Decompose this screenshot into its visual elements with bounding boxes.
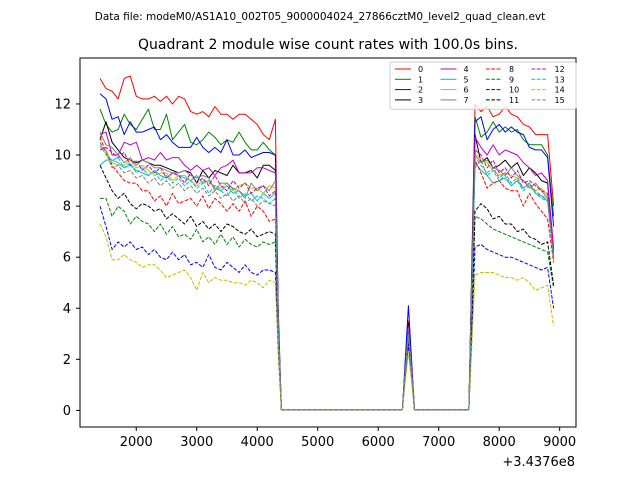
x-tick-label: 4000 bbox=[241, 435, 274, 450]
legend-label-0: 0 bbox=[418, 65, 423, 74]
y-tick-label: 8 bbox=[63, 200, 71, 215]
y-tick-label: 10 bbox=[54, 149, 71, 164]
series-line-8 bbox=[99, 137, 555, 411]
x-axis: 2000 3000 4000 5000 6000 7000 8000 9000 bbox=[120, 427, 576, 450]
legend-label-15: 15 bbox=[555, 96, 565, 105]
legend-label-3: 3 bbox=[418, 96, 423, 105]
y-tick-label: 2 bbox=[63, 353, 71, 368]
x-tick-label: 7000 bbox=[422, 435, 455, 450]
y-tick-label: 0 bbox=[63, 404, 71, 419]
x-tick-label: 3000 bbox=[180, 435, 213, 450]
series-line-14 bbox=[99, 223, 555, 411]
legend-label-8: 8 bbox=[509, 65, 514, 74]
x-tick-label: 2000 bbox=[120, 435, 153, 450]
chart-title: Quadrant 2 module wise count rates with … bbox=[138, 37, 518, 53]
x-tick-label: 6000 bbox=[362, 435, 395, 450]
y-tick-label: 4 bbox=[63, 302, 71, 317]
legend-label-13: 13 bbox=[555, 75, 565, 84]
figure-suptitle: Data file: modeM0/AS1A10_002T05_90000040… bbox=[95, 11, 546, 23]
legend-label-1: 1 bbox=[418, 75, 423, 84]
legend-label-14: 14 bbox=[555, 86, 565, 95]
x-tick-label: 5000 bbox=[301, 435, 334, 450]
legend-label-12: 12 bbox=[555, 65, 565, 74]
legend-label-7: 7 bbox=[464, 96, 469, 105]
legend-label-10: 10 bbox=[509, 86, 519, 95]
legend-label-4: 4 bbox=[464, 65, 469, 74]
legend-label-11: 11 bbox=[509, 96, 519, 105]
legend-label-5: 5 bbox=[464, 75, 469, 84]
x-tick-label: 8000 bbox=[483, 435, 516, 450]
x-tick-label: 9000 bbox=[543, 435, 576, 450]
y-tick-label: 12 bbox=[54, 97, 71, 112]
legend-label-2: 2 bbox=[418, 86, 423, 95]
legend-frame bbox=[389, 61, 577, 110]
y-tick-label: 6 bbox=[63, 251, 71, 266]
legend-label-9: 9 bbox=[509, 75, 514, 84]
axes-frame bbox=[79, 57, 577, 428]
plot-lines bbox=[99, 75, 555, 411]
series-line-15 bbox=[99, 142, 555, 411]
x-offset-label: +3.4376e8 bbox=[502, 455, 575, 470]
y-axis: 0 2 4 6 8 10 12 bbox=[54, 97, 80, 419]
legend-label-6: 6 bbox=[464, 86, 469, 95]
